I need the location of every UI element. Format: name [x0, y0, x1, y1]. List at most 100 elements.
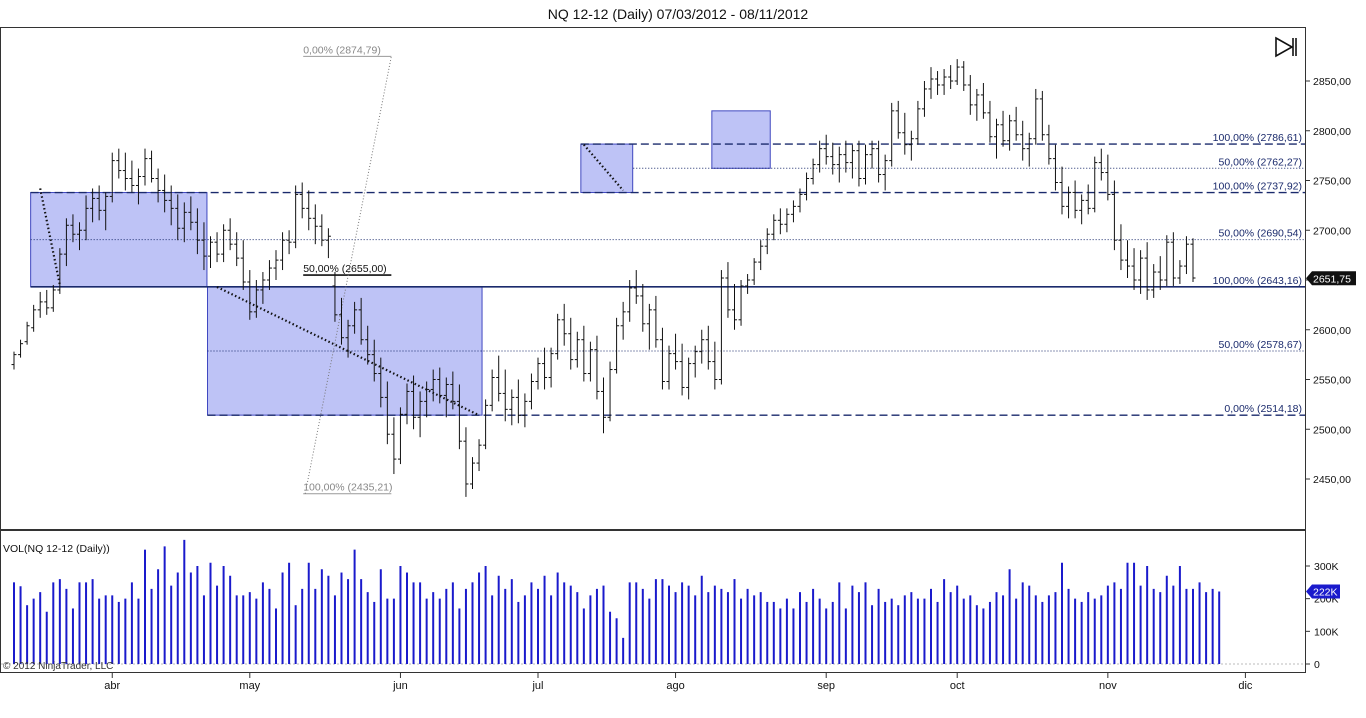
- ohlc-bar: [1020, 120, 1026, 161]
- ohlc-bar: [430, 369, 436, 402]
- ohlc-bar: [201, 222, 207, 271]
- ohlc-bar: [411, 375, 417, 430]
- ohlc-bar: [103, 192, 109, 231]
- ohlc-bar: [1066, 186, 1072, 219]
- ohlc-bar: [450, 371, 456, 410]
- ohlc-bar: [771, 214, 777, 241]
- ohlc-bar: [1111, 180, 1117, 251]
- month-label: ago: [666, 680, 684, 692]
- ohlc-bar: [1085, 184, 1091, 215]
- ohlc-bar: [1079, 194, 1085, 225]
- price-panel-frame: [0, 27, 1306, 530]
- ohlc-bar: [1092, 156, 1098, 213]
- ohlc-bar: [345, 319, 351, 358]
- ohlc-bar: [122, 152, 128, 191]
- month-label: jul: [531, 680, 543, 692]
- ohlc-bar: [732, 283, 737, 330]
- retracement-diagonal: [304, 56, 392, 494]
- ohlc-bar: [1138, 250, 1144, 294]
- ohlc-bar: [810, 158, 816, 185]
- ohlc-bar: [384, 381, 390, 445]
- fib-label: 100,00% (2786,61): [1213, 132, 1302, 144]
- ohlc-bar: [895, 100, 901, 139]
- ohlc-bar: [37, 291, 43, 318]
- retracement-bottom-label: 100,00% (2435,21): [303, 482, 392, 494]
- ohlc-bar: [738, 280, 744, 326]
- ohlc-bar: [70, 214, 76, 243]
- ohlc-bar: [18, 339, 24, 358]
- zone-box: [30, 192, 208, 288]
- ohlc-bar: [293, 185, 299, 249]
- ohlc-bar: [194, 208, 200, 255]
- ohlc-bar: [463, 427, 469, 497]
- ohlc-bar: [378, 357, 384, 408]
- ohlc-bar: [1098, 148, 1104, 181]
- ohlc-bar: [607, 361, 613, 422]
- ohlc-bar: [705, 325, 711, 370]
- ohlc-bar: [371, 339, 377, 382]
- ohlc-bar: [1072, 180, 1078, 219]
- ohlc-bar: [823, 134, 829, 165]
- ohlc-bar: [339, 297, 344, 345]
- ohlc-bar: [31, 304, 37, 332]
- price-tick-label: 2800,00: [1313, 126, 1351, 138]
- volume-tick-label: 100K: [1314, 626, 1339, 638]
- ohlc-bar: [1151, 264, 1157, 298]
- last-price-badge-shape: [1306, 271, 1356, 286]
- ohlc-bar: [751, 258, 757, 285]
- ohlc-bar: [352, 301, 358, 334]
- price-tick-label: 2750,00: [1313, 176, 1351, 188]
- month-label: abr: [104, 680, 120, 692]
- ohlc-bar: [653, 295, 659, 348]
- ohlc-bar: [790, 200, 796, 223]
- ohlc-bar: [987, 100, 993, 143]
- ohlc-bar: [699, 329, 705, 364]
- ohlc-bar: [365, 325, 371, 365]
- ohlc-bar: [980, 82, 986, 119]
- ohlc-bar: [332, 272, 338, 322]
- ohlc-bar: [843, 140, 849, 173]
- volume-panel-frame: [0, 530, 1306, 673]
- fib-label: 50,00% (2690,54): [1219, 228, 1302, 240]
- price-tick-label: 2850,00: [1313, 76, 1351, 88]
- fib-label: 100,00% (2643,16): [1213, 275, 1302, 287]
- fib-label: 100,00% (2737,92): [1213, 181, 1302, 193]
- ohlc-bar: [109, 152, 115, 203]
- ohlc-bar: [712, 341, 718, 390]
- ohlc-bar: [240, 240, 246, 290]
- ohlc-bar: [1105, 154, 1111, 201]
- ohlc-bar: [188, 196, 194, 231]
- month-label: jun: [392, 680, 408, 692]
- ohlc-bar: [594, 335, 600, 400]
- ohlc-bar: [548, 347, 554, 388]
- ohlc-bar: [443, 377, 449, 418]
- ohlc-bar: [1013, 106, 1019, 141]
- play-to-end-icon[interactable]: [1274, 36, 1298, 58]
- ohlc-bar: [63, 218, 69, 267]
- ohlc-bar: [273, 250, 279, 280]
- ohlc-bar: [417, 391, 423, 438]
- ohlc-bar: [306, 190, 312, 231]
- ohlc-bar: [496, 355, 502, 402]
- ohlc-bar: [208, 236, 213, 269]
- ohlc-bar: [1059, 166, 1065, 215]
- ohlc-bar: [358, 297, 364, 345]
- ohlc-bar: [135, 168, 141, 205]
- ohlc-bar: [90, 188, 96, 223]
- ohlc-bar: [830, 142, 836, 175]
- ohlc-bar: [312, 204, 318, 245]
- ohlc-bar: [221, 224, 227, 263]
- ohlc-bar: [673, 333, 679, 370]
- ohlc-bar: [1052, 144, 1058, 191]
- ohlc-bar: [1144, 242, 1150, 300]
- ohlc-bar: [253, 280, 259, 318]
- last-volume-badge-label: 222K: [1313, 586, 1338, 598]
- ohlc-bar: [247, 270, 253, 320]
- ohlc-bar: [83, 195, 89, 241]
- ohlc-bar: [260, 272, 266, 304]
- volume-panel-label: VOL(NQ 12-12 (Daily)): [3, 543, 110, 555]
- ohlc-bar: [764, 228, 770, 255]
- ohlc-bar: [57, 248, 63, 294]
- ohlc-bar: [817, 140, 823, 173]
- ohlc-bar: [214, 232, 220, 263]
